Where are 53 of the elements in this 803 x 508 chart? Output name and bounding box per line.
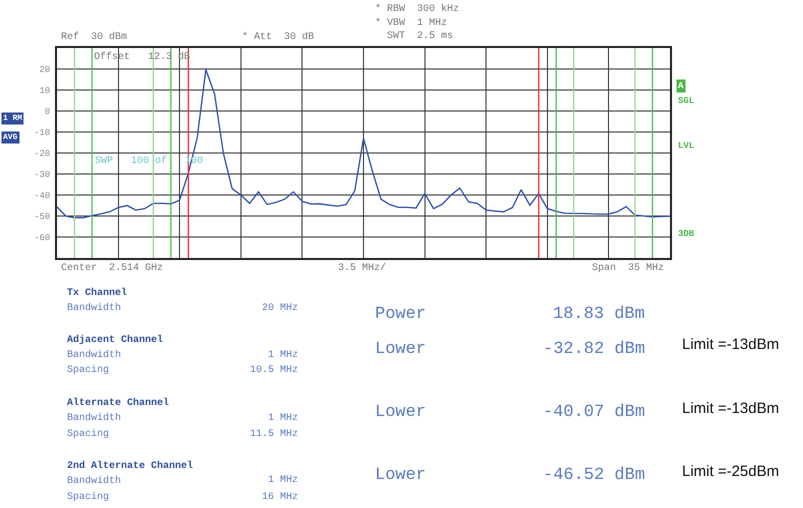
text: 3DB bbox=[678, 229, 695, 239]
text: * Att 30 dB bbox=[242, 31, 314, 43]
text: 10.5 MHz bbox=[250, 365, 298, 376]
text: -32.82 dBm bbox=[543, 340, 646, 359]
text: Spacing bbox=[67, 364, 110, 376]
text: Ref 30 dBm bbox=[61, 31, 128, 43]
text: 11.5 MHz bbox=[250, 429, 298, 440]
y-tick-label: 20 bbox=[39, 65, 50, 76]
text: 1 MHz bbox=[268, 475, 298, 486]
y-tick-label: -20 bbox=[34, 149, 50, 160]
text: Bandwidth bbox=[67, 349, 122, 361]
y-tick-label: -50 bbox=[34, 212, 50, 222]
text: Spacing bbox=[67, 491, 110, 503]
text: SGL bbox=[678, 96, 694, 106]
text: -40.07 dBm bbox=[543, 403, 646, 422]
y-tick-label: -10 bbox=[34, 128, 50, 138]
text: Alternate Channel bbox=[67, 397, 170, 409]
text: Spacing bbox=[67, 428, 110, 440]
text: 20 MHz bbox=[262, 303, 298, 314]
text: 2nd Alternate Channel bbox=[67, 460, 194, 472]
text: A bbox=[678, 81, 684, 91]
y-tick-label: -30 bbox=[34, 170, 50, 180]
text: Power bbox=[375, 305, 426, 324]
text: Center 2.514 GHz bbox=[61, 263, 164, 274]
text: Limit =-13dBm bbox=[682, 336, 780, 353]
text: Bandwidth bbox=[67, 412, 122, 424]
text: * RBW 300 kHz bbox=[375, 3, 460, 15]
text: Adjacent Channel bbox=[67, 334, 164, 346]
text: Lower bbox=[375, 403, 426, 422]
text: -46.52 dBm bbox=[543, 466, 646, 485]
text: 1 RM bbox=[3, 114, 22, 123]
text: Lower bbox=[375, 466, 426, 485]
text: Limit =-25dBm bbox=[682, 463, 780, 480]
text: SWT 2.5 ms bbox=[387, 31, 454, 42]
text: 1 MHz bbox=[268, 350, 298, 361]
y-tick-label: 0 bbox=[44, 107, 50, 118]
text: * VBW 1 MHz bbox=[375, 17, 448, 29]
text: 18.83 dBm bbox=[553, 305, 645, 324]
y-tick-label: -40 bbox=[34, 191, 50, 202]
text: 1 MHz bbox=[268, 413, 298, 424]
text: 16 MHz bbox=[262, 492, 298, 503]
text: Bandwidth bbox=[67, 475, 122, 487]
text: Lower bbox=[375, 340, 426, 359]
text: Tx Channel bbox=[67, 287, 128, 299]
y-tick-label: -60 bbox=[34, 233, 50, 244]
line-series bbox=[57, 68, 670, 218]
text: AVG bbox=[3, 133, 18, 142]
text: Limit =-13dBm bbox=[682, 400, 780, 417]
y-tick-label: 10 bbox=[39, 86, 50, 96]
text: 3.5 MHz/ bbox=[338, 262, 386, 274]
text: LVL bbox=[678, 141, 694, 151]
text: Span 35 MHz bbox=[592, 263, 664, 274]
text: Bandwidth bbox=[67, 302, 122, 314]
